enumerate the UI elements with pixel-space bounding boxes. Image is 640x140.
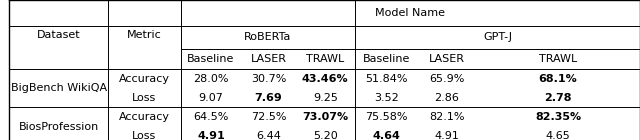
Text: RoBERTa: RoBERTa bbox=[244, 32, 291, 42]
Text: 7.69: 7.69 bbox=[255, 93, 282, 102]
Text: LASER: LASER bbox=[429, 54, 465, 64]
Text: 3.52: 3.52 bbox=[374, 93, 399, 102]
Text: 2.86: 2.86 bbox=[435, 93, 460, 102]
Text: Accuracy: Accuracy bbox=[119, 74, 170, 84]
Text: 6.44: 6.44 bbox=[256, 131, 281, 140]
Text: 72.5%: 72.5% bbox=[251, 112, 286, 122]
Text: 30.7%: 30.7% bbox=[251, 74, 286, 84]
Text: TRAWL: TRAWL bbox=[306, 54, 344, 64]
Text: 4.91: 4.91 bbox=[435, 131, 460, 140]
Text: Dataset: Dataset bbox=[37, 30, 81, 39]
Text: 82.35%: 82.35% bbox=[535, 112, 581, 122]
Text: 73.07%: 73.07% bbox=[302, 112, 348, 122]
Text: 4.65: 4.65 bbox=[546, 131, 570, 140]
Text: Baseline: Baseline bbox=[188, 54, 235, 64]
Text: 51.84%: 51.84% bbox=[365, 74, 408, 84]
Text: 68.1%: 68.1% bbox=[539, 74, 577, 84]
Text: 75.58%: 75.58% bbox=[365, 112, 408, 122]
Text: TRAWL: TRAWL bbox=[539, 54, 577, 64]
Text: 82.1%: 82.1% bbox=[429, 112, 465, 122]
Text: BigBench WikiQA: BigBench WikiQA bbox=[11, 83, 107, 93]
Text: BiosProfession: BiosProfession bbox=[19, 122, 99, 132]
Text: LASER: LASER bbox=[250, 54, 287, 64]
Text: 5.20: 5.20 bbox=[313, 131, 337, 140]
Text: 9.07: 9.07 bbox=[198, 93, 223, 102]
Text: 43.46%: 43.46% bbox=[302, 74, 349, 84]
Text: 2.78: 2.78 bbox=[544, 93, 572, 102]
Text: 9.25: 9.25 bbox=[313, 93, 338, 102]
Text: Metric: Metric bbox=[127, 30, 162, 39]
Text: Accuracy: Accuracy bbox=[119, 112, 170, 122]
Text: Baseline: Baseline bbox=[363, 54, 410, 64]
Text: 4.91: 4.91 bbox=[197, 131, 225, 140]
Text: 65.9%: 65.9% bbox=[429, 74, 465, 84]
Text: 64.5%: 64.5% bbox=[193, 112, 228, 122]
Text: Model Name: Model Name bbox=[376, 8, 445, 18]
Text: Loss: Loss bbox=[132, 131, 157, 140]
Text: GPT-J: GPT-J bbox=[483, 32, 512, 42]
Text: 28.0%: 28.0% bbox=[193, 74, 228, 84]
Text: 4.64: 4.64 bbox=[372, 131, 401, 140]
Text: Loss: Loss bbox=[132, 93, 157, 102]
